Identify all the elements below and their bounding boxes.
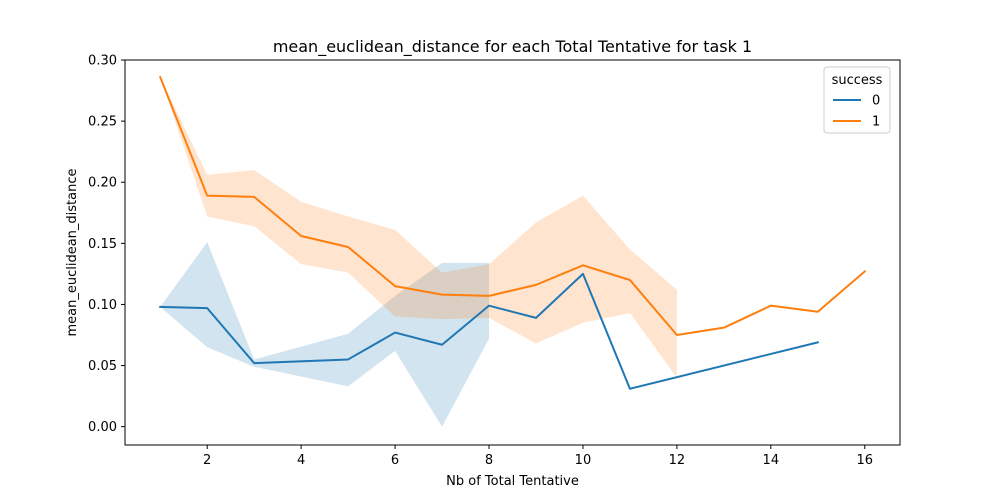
x-tick-label: 14 xyxy=(763,453,780,468)
confidence-band-series-0 xyxy=(160,242,490,427)
y-tick-label: 0.10 xyxy=(88,298,117,313)
x-tick-label: 12 xyxy=(669,453,686,468)
y-tick-label: 0.15 xyxy=(88,237,117,252)
chart-title: mean_euclidean_distance for each Total T… xyxy=(273,37,752,57)
x-tick-label: 6 xyxy=(391,453,399,468)
confidence-band-series-1 xyxy=(160,77,677,378)
y-tick-label: 0.25 xyxy=(88,115,117,130)
y-tick-label: 0.05 xyxy=(88,359,117,374)
legend-label-1: 1 xyxy=(872,115,880,130)
x-tick-label: 16 xyxy=(856,453,873,468)
x-tick-label: 8 xyxy=(485,453,493,468)
x-tick-label: 4 xyxy=(297,453,305,468)
legend-label-0: 0 xyxy=(872,94,880,109)
plot-frame xyxy=(124,59,901,446)
y-tick-label: 0.20 xyxy=(88,176,117,191)
series-line-0 xyxy=(159,272,820,390)
x-tick-label: 10 xyxy=(575,453,592,468)
x-tick-label: 2 xyxy=(203,453,211,468)
legend: success 0 1 xyxy=(823,66,891,134)
series-line-1 xyxy=(158,75,867,336)
legend-title: success xyxy=(832,73,883,88)
y-axis-title: mean_euclidean_distance xyxy=(65,168,80,336)
y-tick-label: 0.30 xyxy=(88,54,117,69)
y-tick-label: 0.00 xyxy=(88,420,117,435)
x-axis-title: Nb of Total Tentative xyxy=(446,474,579,489)
